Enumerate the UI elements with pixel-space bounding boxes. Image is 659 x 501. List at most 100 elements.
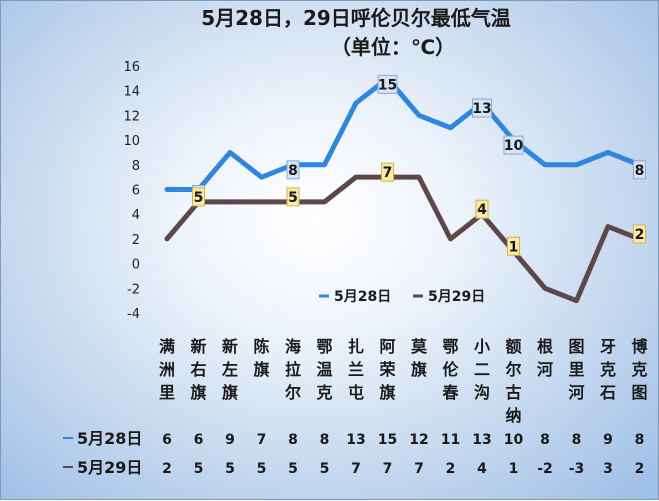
data-label-value: 1 — [509, 239, 519, 255]
plot-area — [164, 75, 642, 304]
chart-title: 5月28日，29日呼伦贝尔最低气温 — [201, 6, 511, 30]
table-cell: 2 — [162, 461, 172, 477]
data-label-2: 5 — [192, 187, 205, 207]
category-labels: 满洲里新右旗新左旗陈旗海拉尔鄂温克扎兰屯阿荣旗莫旗鄂伦春小二沟额尔古纳根河图里河… — [159, 337, 648, 425]
y-tick-label: 8 — [132, 159, 140, 174]
chart-subtitle: （单位：℃） — [331, 35, 455, 59]
table-cell: 5 — [257, 461, 267, 477]
table-cell: 8 — [635, 432, 645, 448]
category-label: 额尔古纳 — [505, 337, 521, 425]
legend-label-series-2: 5月29日 — [428, 289, 485, 305]
table-cell: -2 — [537, 461, 553, 477]
y-tick-label: 4 — [132, 208, 140, 223]
table-cell: 6 — [194, 432, 204, 448]
table-cell: 1 — [509, 461, 519, 477]
data-label-2: 7 — [381, 162, 394, 182]
data-label-box — [507, 236, 520, 256]
data-label-box — [381, 162, 394, 182]
data-label-1: 10 — [503, 135, 524, 155]
table-cell: 7 — [257, 432, 267, 448]
table-cell: 13 — [346, 432, 365, 448]
table-cell: 11 — [441, 432, 460, 448]
data-label-box — [475, 199, 489, 219]
data-label-box — [286, 187, 300, 207]
data-label-1: 8 — [286, 160, 300, 180]
category-label: 满洲里 — [159, 337, 175, 402]
category-label: 鄂温克 — [315, 337, 332, 402]
table-row-label-series-1: 5月28日 — [77, 429, 142, 448]
y-tick-label: -4 — [127, 307, 140, 322]
y-tick-label: 6 — [132, 184, 140, 199]
table-cell: 8 — [540, 432, 550, 448]
category-label: 扎兰屯 — [348, 337, 364, 402]
data-label-value: 10 — [504, 138, 524, 154]
category-label: 图里河 — [568, 337, 584, 402]
data-label-1: 13 — [472, 98, 492, 118]
table-cell: 13 — [472, 432, 491, 448]
category-label: 新右旗 — [190, 337, 206, 402]
table-cell: 7 — [414, 461, 424, 477]
legend-label-series-1: 5月28日 — [334, 289, 391, 305]
table-cell: 15 — [378, 432, 397, 448]
y-tick-label: 2 — [132, 233, 140, 248]
table-cell: 7 — [351, 461, 361, 477]
category-label: 陈旗 — [253, 337, 269, 379]
category-label: 莫旗 — [410, 337, 428, 379]
table-values: 6 6 9 7 8 8 13 15 12 11 13 10 8 8 9 8 2 5 5 5 5 5 7 7 7 2 4 1 -2 -3 3 2 — [162, 432, 644, 477]
y-tick-label: 14 — [123, 85, 140, 100]
data-label-1: 8 — [633, 160, 646, 180]
table-cell: 6 — [162, 432, 172, 448]
data-label-value: 5 — [194, 190, 204, 206]
data-label-box — [192, 187, 205, 207]
table-cell: 12 — [409, 432, 428, 448]
y-tick-label: 12 — [123, 109, 140, 124]
category-label: 博克图 — [631, 337, 647, 402]
table-cell: 10 — [504, 432, 524, 448]
data-label-box — [633, 224, 646, 244]
data-label-value: 8 — [288, 163, 298, 179]
y-axis: -4 -2 0 2 4 6 8 10 12 14 16 — [123, 60, 140, 322]
data-label-value: 15 — [378, 77, 397, 93]
series-line-2 — [164, 174, 642, 304]
table-cell: 2 — [635, 461, 645, 477]
data-label-2: 2 — [633, 224, 646, 244]
legend: 5月28日 5月29日 — [319, 289, 485, 305]
series-line-1 — [164, 75, 642, 192]
data-label-box — [286, 160, 300, 180]
category-label: 阿荣旗 — [378, 337, 395, 402]
y-tick-label: 0 — [132, 258, 140, 273]
y-tick-label: 10 — [123, 134, 140, 149]
data-label-value: 13 — [472, 101, 491, 117]
data-label-value: 7 — [383, 165, 393, 181]
category-label: 鄂伦春 — [441, 337, 459, 402]
data-label-box — [377, 74, 398, 94]
table-cell: 2 — [446, 461, 456, 477]
table-cell: 9 — [603, 432, 613, 448]
data-label-box — [633, 160, 646, 180]
table-row-label-series-2: 5月29日 — [77, 458, 142, 477]
category-label: 小二沟 — [474, 337, 490, 402]
table-cell: -3 — [569, 461, 585, 477]
data-label-value: 5 — [288, 190, 298, 206]
table-cell: 5 — [194, 461, 204, 477]
category-label: 新左旗 — [221, 337, 238, 402]
table-cell: 8 — [288, 432, 298, 448]
data-label-2: 5 — [286, 187, 300, 207]
category-label: 海拉尔 — [285, 337, 301, 402]
y-tick-label: 16 — [123, 60, 140, 75]
table-cell: 5 — [320, 461, 330, 477]
data-label-box — [472, 98, 492, 118]
y-tick-label: -2 — [127, 282, 140, 297]
data-label-box — [503, 135, 524, 155]
data-label-value: 2 — [635, 227, 645, 243]
data-label-2: 1 — [507, 236, 520, 256]
data-table: 5月28日 5月29日 6 6 9 7 8 8 13 15 12 11 13 10 8 8 9 82 5 5 5 5 5… — [63, 429, 644, 477]
table-cell: 4 — [477, 461, 487, 477]
table-cell: 8 — [572, 432, 582, 448]
table-cell: 5 — [288, 461, 298, 477]
table-cell: 3 — [603, 461, 613, 477]
data-label-2: 4 — [475, 199, 489, 219]
